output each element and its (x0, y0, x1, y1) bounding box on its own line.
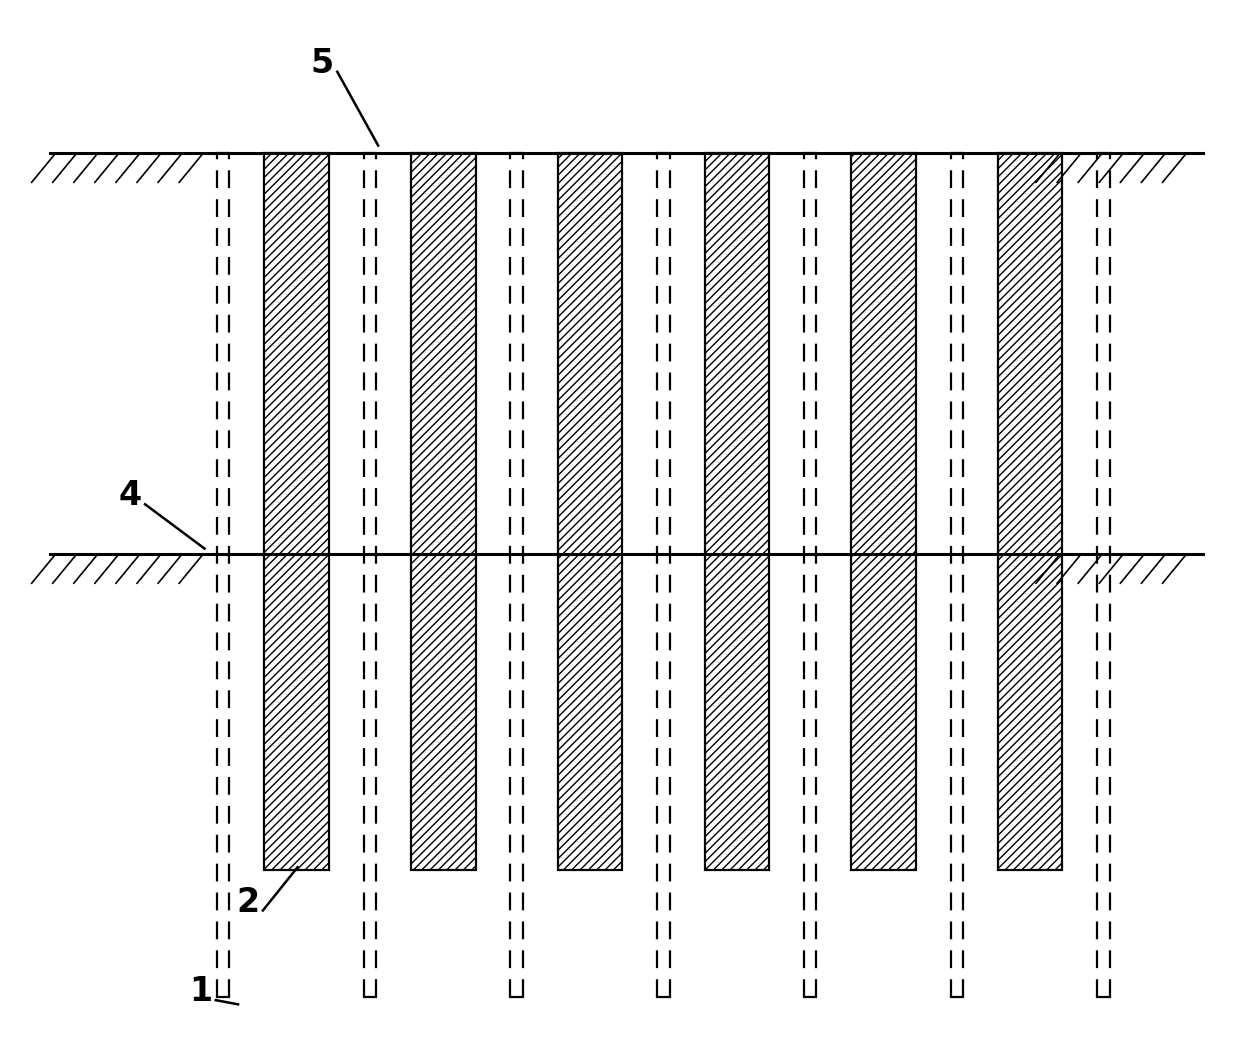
Bar (852, 153, 915, 870)
Bar (998, 153, 1063, 870)
Bar (412, 153, 475, 870)
Bar (704, 153, 769, 870)
Bar (558, 153, 622, 870)
Text: 1: 1 (190, 975, 212, 1009)
Bar (264, 153, 329, 870)
Text: 2: 2 (237, 885, 259, 919)
Text: 5: 5 (311, 46, 334, 80)
Text: 4: 4 (119, 479, 141, 513)
